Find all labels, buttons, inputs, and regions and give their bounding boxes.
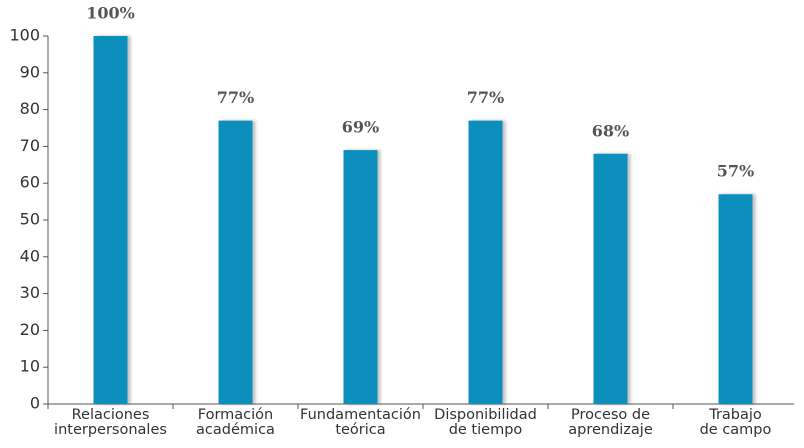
value-label: 57% (717, 162, 754, 181)
value-label: 69% (342, 118, 379, 137)
bar (468, 120, 503, 404)
bar (718, 194, 753, 404)
y-tick-label: 100 (9, 26, 40, 45)
y-tick-label: 50 (20, 210, 40, 229)
y-tick-label: 90 (20, 62, 40, 81)
x-tick-label: Fundamentación teórica (300, 407, 421, 438)
y-tick-label: 70 (20, 136, 40, 155)
y-tick-label: 80 (20, 99, 40, 118)
y-tick-label: 30 (20, 283, 40, 302)
value-label: 77% (467, 88, 504, 107)
bar (343, 150, 378, 404)
y-tick-label: 0 (30, 394, 40, 413)
x-tick-label: Proceso de aprendizaje (568, 407, 653, 438)
value-label: 77% (217, 88, 254, 107)
value-label: 68% (592, 121, 629, 140)
y-tick-label: 20 (20, 320, 40, 339)
x-tick-label: Disponibilidad de tiempo (434, 407, 537, 438)
bar (93, 36, 128, 404)
x-tick-label: Relaciones interpersonales (54, 407, 167, 438)
x-tick-label: Formación académica (196, 407, 275, 438)
y-tick-label: 10 (20, 357, 40, 376)
y-tick-label: 40 (20, 246, 40, 265)
value-label: 100% (86, 4, 135, 23)
bar (593, 153, 628, 404)
y-tick-label: 60 (20, 173, 40, 192)
bar (218, 120, 253, 404)
x-tick-label: Trabajo de campo (699, 407, 772, 438)
